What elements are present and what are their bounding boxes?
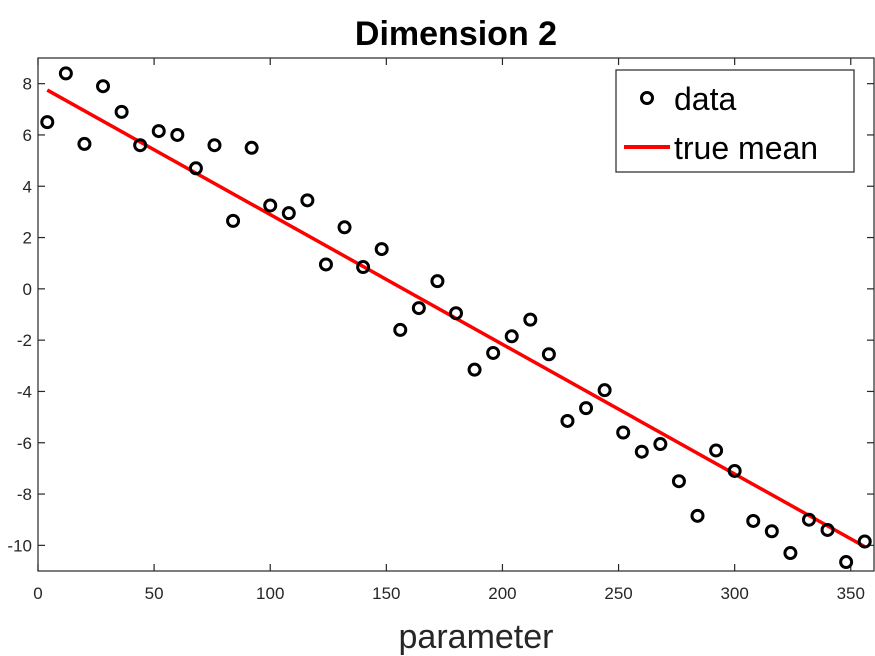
data-point <box>857 534 872 549</box>
data-point <box>783 546 798 561</box>
data-point <box>727 463 742 478</box>
data-point <box>504 329 519 344</box>
data-point <box>356 260 371 275</box>
data-point <box>467 362 482 377</box>
plot-area: 0 50 100 150 200 250 300 350 8 6 4 2 0 -2 -4 -6 -8 -10 <box>7 57 875 603</box>
x-tick-label: 250 <box>604 584 632 603</box>
data-point <box>207 138 222 153</box>
y-tick-label: 4 <box>23 177 32 196</box>
data-point <box>226 213 241 228</box>
legend-label-true-mean: true mean <box>674 130 818 166</box>
data-point <box>393 322 408 337</box>
y-tick-label: 0 <box>23 280 32 299</box>
x-tick-label: 200 <box>488 584 516 603</box>
legend: data true mean <box>615 69 855 173</box>
x-tick-label: 100 <box>256 584 284 603</box>
legend-marker-data <box>640 91 654 105</box>
data-point <box>170 127 185 142</box>
y-tick-label: -6 <box>17 434 32 453</box>
y-tick-label: -2 <box>17 331 32 350</box>
y-tick-label: -4 <box>17 382 32 401</box>
data-point <box>244 140 259 155</box>
data-point <box>58 66 73 81</box>
data-point <box>263 198 278 213</box>
data-point <box>839 555 854 570</box>
legend-label-data: data <box>674 81 736 117</box>
data-point <box>96 79 111 94</box>
data-point <box>746 513 761 528</box>
data-point <box>764 524 779 539</box>
data-point <box>690 508 705 523</box>
y-tick-label: 2 <box>23 229 32 248</box>
data-point <box>709 443 724 458</box>
x-tick-label: 300 <box>720 584 748 603</box>
data-point <box>40 115 55 130</box>
data-point <box>300 193 315 208</box>
data-point <box>374 242 389 257</box>
x-tick-label: 150 <box>372 584 400 603</box>
data-point <box>114 104 129 119</box>
data-point <box>616 425 631 440</box>
y-tick-label: -10 <box>7 536 32 555</box>
data-point <box>449 306 463 321</box>
y-tick-label: -8 <box>17 485 32 504</box>
data-point <box>411 301 426 316</box>
data-point <box>281 206 296 221</box>
axes-box <box>37 57 875 572</box>
x-tick-label: 350 <box>837 584 865 603</box>
data-point <box>77 136 92 151</box>
data-point <box>579 401 594 416</box>
data-point <box>541 347 556 362</box>
chart-title: Dimension 2 <box>355 15 557 53</box>
x-tick-label: 50 <box>145 584 164 603</box>
data-point <box>133 138 148 153</box>
data-point <box>523 312 538 327</box>
data-point <box>671 474 686 489</box>
x-tick-label: 0 <box>33 584 42 603</box>
data-point <box>318 257 333 272</box>
data-point <box>188 161 203 176</box>
y-tick-label: 8 <box>23 75 32 94</box>
data-point <box>634 444 649 459</box>
legend-box <box>615 69 855 173</box>
data-point <box>430 274 445 289</box>
data-point <box>486 345 501 360</box>
x-axis-label: parameter <box>399 618 554 656</box>
data-point <box>801 512 816 527</box>
data-point <box>337 220 352 235</box>
data-point <box>820 522 835 537</box>
data-point <box>653 437 668 452</box>
data-point <box>560 413 575 428</box>
y-tick-label: 6 <box>23 126 32 145</box>
data-point <box>597 383 612 398</box>
data-point <box>151 124 166 139</box>
